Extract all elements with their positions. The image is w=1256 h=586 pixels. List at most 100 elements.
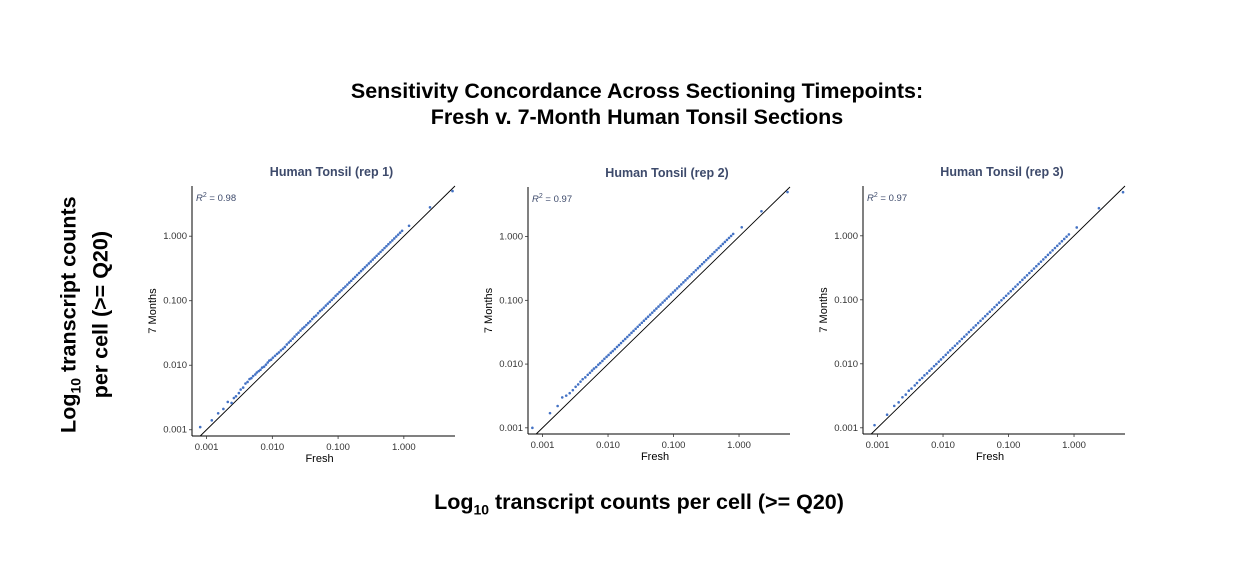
data-point: [702, 260, 706, 264]
data-point: [260, 366, 264, 369]
data-point: [586, 373, 590, 377]
data-point: [216, 411, 220, 415]
data-point: [675, 287, 679, 290]
data-point: [581, 377, 584, 381]
data-point: [786, 190, 789, 194]
data-point: [981, 317, 985, 320]
data-point: [391, 239, 394, 242]
data-point: [1067, 233, 1071, 236]
data-point: [948, 348, 952, 352]
data-point: [230, 401, 233, 405]
data-point: [913, 384, 917, 387]
shared-x-axis-title: Log10 transcript counts per cell (>= Q20…: [0, 490, 1256, 517]
data-point: [696, 266, 700, 270]
data-point: [1055, 244, 1059, 248]
data-point: [342, 286, 345, 290]
r-squared-annotation: R2 = 0.98: [196, 192, 236, 204]
data-point: [293, 335, 296, 338]
y-tick-label: 1.000: [834, 231, 858, 242]
data-point: [281, 347, 285, 351]
data-point: [939, 358, 943, 361]
data-point: [694, 268, 698, 272]
data-point: [946, 351, 950, 354]
data-point: [326, 302, 330, 305]
data-point: [1002, 296, 1006, 300]
data-point: [394, 235, 398, 238]
data-point: [632, 329, 635, 333]
data-point: [396, 233, 400, 236]
data-point: [285, 343, 289, 346]
data-point: [709, 254, 712, 258]
x-tick-label: 0.100: [662, 440, 686, 451]
data-point: [389, 241, 392, 244]
data-point: [308, 319, 312, 323]
y-tick-label: 0.010: [499, 359, 523, 370]
x-tick-label: 1.000: [392, 442, 416, 453]
data-point: [359, 269, 363, 273]
data-point: [915, 381, 919, 385]
x-tick-label: 0.010: [931, 440, 955, 451]
data-point: [560, 396, 564, 399]
data-point: [979, 319, 982, 323]
data-point: [548, 411, 552, 415]
data-point: [1058, 242, 1061, 245]
data-point: [659, 303, 662, 306]
data-point: [287, 341, 291, 344]
data-point: [594, 365, 598, 369]
data-point: [576, 383, 580, 386]
data-point: [299, 329, 302, 332]
data-point: [1037, 262, 1040, 266]
data-point: [1018, 280, 1022, 284]
data-point: [648, 313, 652, 316]
data-point: [960, 337, 964, 341]
x-axis-label: Fresh: [976, 451, 1004, 463]
data-point: [318, 309, 322, 313]
y-tick-label: 0.010: [834, 359, 858, 370]
data-point: [291, 337, 294, 340]
data-point: [355, 273, 359, 277]
data-point: [682, 281, 685, 284]
data-point: [340, 289, 343, 292]
data-point: [700, 262, 704, 266]
data-point: [400, 229, 404, 233]
data-point: [222, 407, 225, 411]
y-tick-label: 0.100: [834, 295, 858, 306]
data-point: [273, 354, 277, 358]
data-point: [564, 394, 568, 397]
data-point: [289, 339, 292, 343]
data-point: [601, 359, 604, 363]
data-point: [297, 331, 300, 334]
data-point: [644, 317, 648, 321]
data-point: [995, 303, 999, 307]
data-point: [301, 327, 304, 330]
data-point: [731, 232, 735, 236]
data-point: [638, 323, 642, 327]
data-point: [897, 401, 900, 404]
data-point: [241, 386, 245, 389]
data-point: [636, 325, 640, 329]
x-tick-label: 0.010: [596, 440, 620, 451]
data-point: [305, 323, 308, 327]
data-point: [907, 389, 911, 392]
data-point: [357, 271, 361, 275]
r-squared-annotation: R2 = 0.97: [867, 192, 907, 204]
data-point: [250, 376, 253, 380]
data-point: [1097, 206, 1101, 210]
data-point: [1004, 294, 1008, 298]
y-axis-label: 7 Months: [818, 287, 830, 333]
data-point: [330, 298, 334, 302]
x-tick-label: 0.100: [326, 442, 350, 453]
data-point: [1009, 289, 1013, 293]
panel-title: Human Tonsil (rep 1): [270, 165, 393, 179]
data-point: [1048, 251, 1052, 254]
data-point: [937, 360, 941, 363]
data-point: [334, 294, 337, 298]
x-axis-label: Fresh: [305, 453, 333, 465]
data-point: [344, 285, 347, 288]
data-point: [967, 330, 971, 334]
data-point: [611, 349, 615, 353]
data-point: [665, 297, 669, 300]
data-point: [901, 395, 904, 399]
data-point: [997, 301, 1001, 304]
data-point: [531, 426, 534, 430]
